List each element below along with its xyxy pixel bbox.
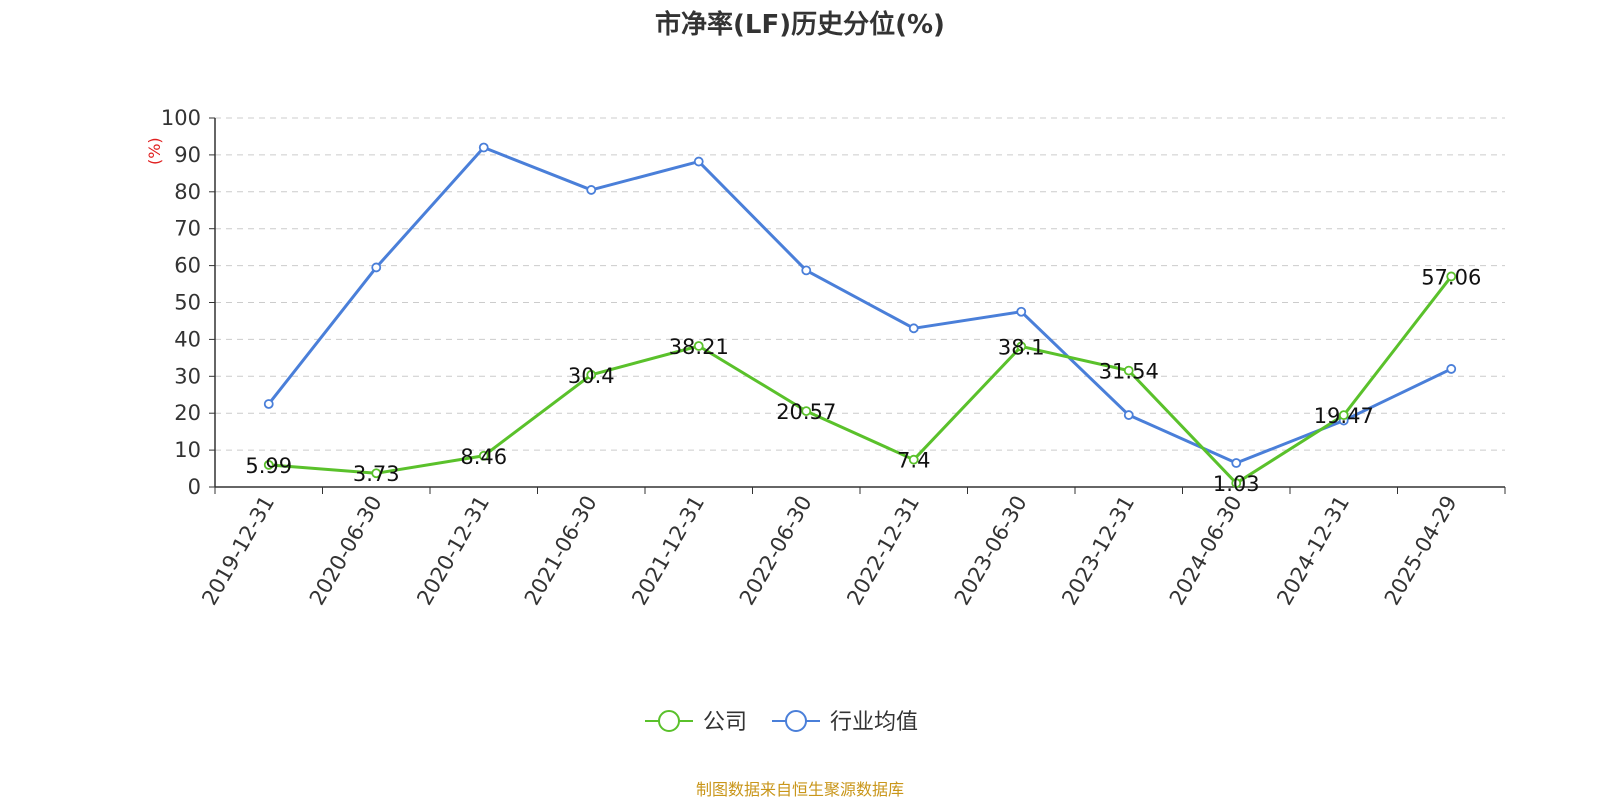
- y-axis-label: (%): [145, 137, 164, 165]
- data-label: 5.99: [245, 454, 292, 478]
- data-label: 3.73: [353, 462, 400, 486]
- data-point-industry-average: [1446, 364, 1457, 374]
- data-point-industry-average: [371, 262, 382, 273]
- y-tick-label: 80: [174, 180, 201, 204]
- data-point-company: [1446, 271, 1457, 282]
- data-point-company: [371, 468, 382, 479]
- data-point-industry-average: [693, 156, 704, 167]
- chart-title: 市净率(LF)历史分位(%): [655, 10, 945, 40]
- data-label: 1.03: [1213, 472, 1260, 496]
- series-line-company: [268, 275, 1453, 485]
- data-point-company: [263, 459, 274, 470]
- x-tick-label: 2024-12-31: [1272, 492, 1354, 610]
- data-point-industry-average: [1016, 306, 1027, 317]
- data-label: 38.21: [669, 335, 729, 359]
- data-label: 57.06: [1421, 265, 1481, 289]
- data-label: 30.4: [568, 364, 615, 388]
- y-tick-label: 40: [174, 327, 201, 351]
- legend-marker-industry-average: [785, 710, 807, 732]
- y-tick-label: 20: [174, 401, 201, 425]
- data-label: 8.46: [460, 445, 507, 469]
- data-point-company: [1231, 478, 1242, 489]
- y-tick-label: 30: [174, 364, 201, 388]
- data-point-company: [478, 450, 489, 461]
- data-point-company: [586, 369, 597, 380]
- data-labels: 5.99 3.73 8.46 30.4 38.21 20.57 7.4 38.1 31.54 1.…: [245, 265, 1481, 496]
- data-point-industry-average: [478, 142, 489, 153]
- data-label: 31.54: [1099, 360, 1159, 384]
- source-note: 制图数据来自恒生聚源数据库: [695, 780, 904, 799]
- x-tick-label: 2020-12-31: [412, 492, 494, 610]
- x-tick-label: 2021-06-30: [520, 492, 602, 610]
- data-point-company: [693, 341, 704, 351]
- data-point-company: [1016, 341, 1027, 352]
- x-tick-label: 2019-12-31: [197, 492, 279, 610]
- y-tick-label: 10: [174, 438, 201, 462]
- y-tick-label: 100: [161, 106, 201, 130]
- data-label: 7.4: [897, 449, 930, 473]
- x-tick-label: 2023-12-31: [1057, 492, 1139, 610]
- legend-marker-company: [658, 710, 680, 732]
- legend: 公司 行业均值: [645, 710, 918, 735]
- y-tick-label: 60: [174, 254, 201, 278]
- data-point-industry-average: [908, 323, 919, 334]
- y-tick-label: 50: [174, 291, 201, 315]
- x-tick-label: 2025-04-29: [1380, 492, 1462, 610]
- data-point-industry-average: [801, 265, 812, 276]
- data-point-industry-average: [263, 399, 274, 409]
- series-lines: [263, 142, 1457, 489]
- data-point-industry-average: [1231, 458, 1242, 468]
- y-tick-label: 0: [188, 475, 201, 499]
- x-tick-label: 2024-06-30: [1165, 492, 1247, 610]
- data-point-industry-average: [586, 185, 597, 195]
- data-point-company: [908, 454, 919, 465]
- x-tick-label: 2021-12-31: [627, 492, 709, 610]
- x-tick-label: 2020-06-30: [305, 492, 387, 610]
- legend-label-company: 公司: [703, 710, 747, 735]
- data-label: 20.57: [776, 400, 836, 424]
- x-tick-label: 2022-06-30: [735, 492, 817, 610]
- data-point-industry-average: [1123, 410, 1134, 420]
- grid-lines: [215, 117, 1505, 451]
- y-tick-label: 90: [174, 143, 201, 167]
- series-line-industry-average: [267, 146, 1452, 465]
- legend-label-industry-average: 行业均值: [830, 710, 918, 735]
- x-tick-label: 2023-06-30: [950, 492, 1032, 610]
- data-label: 19.47: [1314, 404, 1374, 428]
- y-tick-label: 70: [174, 217, 201, 241]
- data-point-company: [1338, 410, 1349, 421]
- x-tick-label: 2022-12-31: [842, 492, 924, 610]
- axes: 0 10 20 30 40 50 60 70 80 90 100 (%) 2019-12-31 2020-…: [145, 106, 1506, 610]
- data-label: 38.1: [998, 335, 1045, 359]
- data-point-company: [1123, 365, 1134, 376]
- data-point-company: [801, 406, 812, 416]
